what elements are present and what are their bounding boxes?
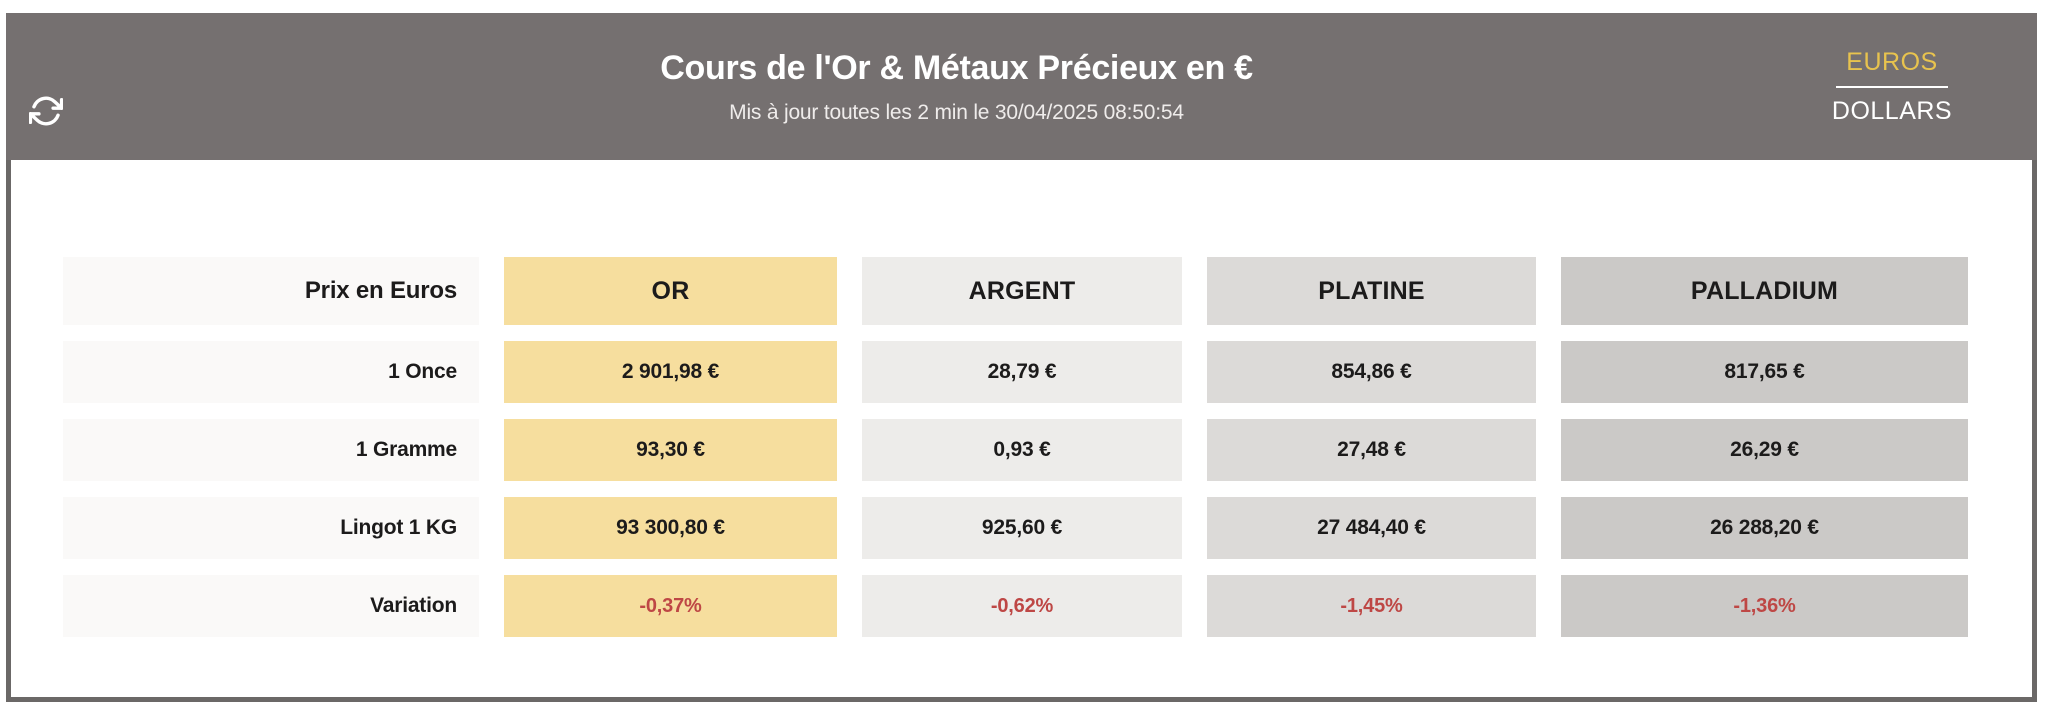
- price-gramme-argent: 0,93 €: [862, 419, 1182, 481]
- price-gramme-or: 93,30 €: [504, 419, 837, 481]
- widget-header: Cours de l'Or & Métaux Précieux en € Mis…: [6, 13, 2037, 160]
- widget-body: Prix en Euros OR ARGENT PLATINE PALLADIU…: [6, 160, 2037, 702]
- refresh-icon: [29, 94, 63, 128]
- price-lingot-or: 93 300,80 €: [504, 497, 837, 559]
- variation-palladium: -1,36%: [1561, 575, 1968, 637]
- variation-platine: -1,45%: [1207, 575, 1536, 637]
- column-header-argent: ARGENT: [862, 257, 1182, 325]
- currency-toggle: EUROS DOLLARS: [1787, 48, 1997, 126]
- row-label-variation: Variation: [63, 575, 479, 637]
- page-title: Cours de l'Or & Métaux Précieux en €: [660, 48, 1253, 87]
- price-lingot-platine: 27 484,40 €: [1207, 497, 1536, 559]
- currency-dollars-tab[interactable]: DOLLARS: [1831, 96, 1953, 125]
- column-header-platine: PLATINE: [1207, 257, 1536, 325]
- column-header-palladium: PALLADIUM: [1561, 257, 1968, 325]
- price-lingot-palladium: 26 288,20 €: [1561, 497, 1968, 559]
- price-once-platine: 854,86 €: [1207, 341, 1536, 403]
- column-header-or: OR: [504, 257, 837, 325]
- refresh-button[interactable]: [28, 93, 64, 129]
- price-gramme-palladium: 26,29 €: [1561, 419, 1968, 481]
- price-lingot-argent: 925,60 €: [862, 497, 1182, 559]
- price-table: Prix en Euros OR ARGENT PLATINE PALLADIU…: [63, 257, 2032, 637]
- corner-header: Prix en Euros: [63, 257, 479, 325]
- variation-argent: -0,62%: [862, 575, 1182, 637]
- header-titles: Cours de l'Or & Métaux Précieux en € Mis…: [6, 49, 1787, 125]
- currency-euros-tab[interactable]: EUROS: [1846, 47, 1938, 76]
- price-gramme-platine: 27,48 €: [1207, 419, 1536, 481]
- gold-price-widget: Cours de l'Or & Métaux Précieux en € Mis…: [6, 13, 2037, 702]
- price-once-or: 2 901,98 €: [504, 341, 837, 403]
- price-once-argent: 28,79 €: [862, 341, 1182, 403]
- currency-divider: [1836, 85, 1948, 88]
- variation-or: -0,37%: [504, 575, 837, 637]
- row-label-once: 1 Once: [63, 341, 479, 403]
- row-label-lingot: Lingot 1 KG: [63, 497, 479, 559]
- row-label-gramme: 1 Gramme: [63, 419, 479, 481]
- last-updated-text: Mis à jour toutes les 2 min le 30/04/202…: [729, 100, 1184, 124]
- price-once-palladium: 817,65 €: [1561, 341, 1968, 403]
